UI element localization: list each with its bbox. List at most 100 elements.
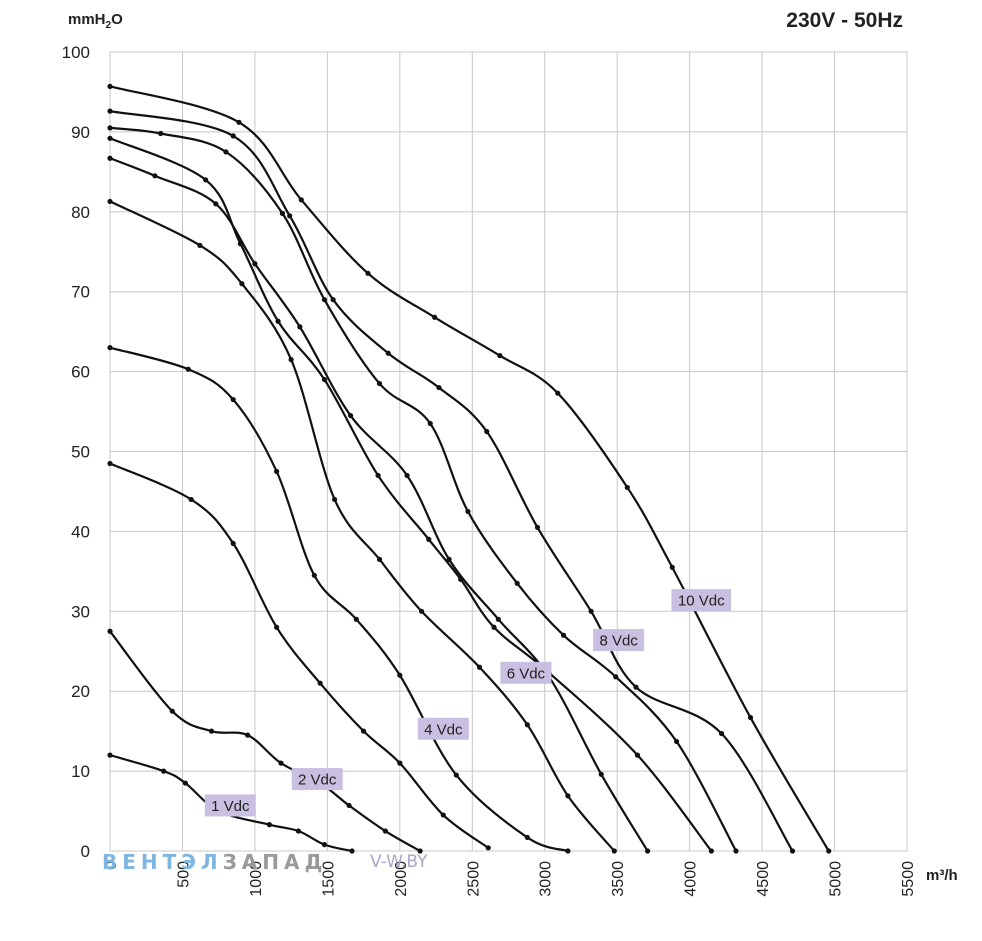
data-point	[524, 834, 530, 841]
data-point	[158, 130, 164, 137]
series-line-8	[109, 126, 737, 852]
data-point	[476, 664, 483, 670]
data-point	[484, 428, 490, 435]
y-tick-label: 100	[62, 43, 90, 62]
data-point	[274, 624, 280, 630]
data-point	[514, 580, 520, 586]
axes: 0 500 1000 1500 2000 2500 3000 3500 4000 4500 5000…	[62, 43, 917, 897]
data-point	[203, 177, 209, 183]
data-point	[169, 708, 175, 714]
data-point	[346, 802, 352, 809]
data-point	[266, 822, 272, 828]
data-point	[598, 771, 604, 777]
data-point	[107, 135, 113, 141]
series-label: 2 Vdc	[298, 772, 337, 789]
data-point	[252, 261, 258, 267]
series-line-9	[109, 110, 794, 852]
x-axis-label: m³/h	[926, 867, 958, 884]
y-tick-label: 70	[71, 283, 90, 302]
data-point	[565, 793, 571, 799]
x-tick-label: 3000	[538, 861, 555, 897]
data-point	[613, 674, 619, 680]
data-point	[634, 752, 641, 758]
data-point	[298, 197, 304, 203]
data-point	[245, 732, 251, 738]
series-labels: 1 Vdc 2 Vdc 4 Vdc 6 Vdc 8 Vdc 10 Vdc	[204, 589, 732, 817]
y-tick-label: 30	[71, 602, 90, 621]
data-point	[446, 556, 452, 562]
data-point	[376, 380, 383, 387]
data-point	[497, 353, 503, 359]
y-tick-label: 80	[71, 203, 90, 222]
series-line-4	[109, 346, 569, 853]
series-label-box	[204, 794, 256, 817]
data-point	[230, 540, 236, 546]
data-point	[417, 848, 423, 854]
data-point	[321, 376, 328, 383]
y-axis-label: mmH2O	[68, 11, 123, 31]
series-line-6	[109, 157, 649, 852]
series-label-box	[291, 768, 343, 791]
y-tick-label: 90	[71, 123, 90, 142]
data-point	[223, 149, 229, 155]
x-tick-label: 2500	[465, 861, 482, 897]
data-point	[107, 460, 113, 467]
x-tick-label: 4500	[755, 861, 772, 897]
chart-title: 230V - 50Hz	[786, 9, 903, 32]
series-label: 10 Vdc	[678, 593, 725, 610]
data-point	[633, 684, 639, 690]
data-point	[107, 125, 113, 131]
data-point	[375, 472, 381, 479]
x-tick-label: 4000	[683, 861, 700, 897]
data-point	[295, 828, 301, 834]
data-point	[107, 155, 113, 161]
watermark-site: V-W.BY	[370, 852, 428, 872]
data-point	[555, 390, 561, 396]
data-point	[708, 848, 714, 854]
data-point	[332, 496, 338, 503]
series-group	[107, 83, 832, 854]
data-point	[330, 297, 336, 303]
data-point	[185, 366, 191, 372]
data-point	[349, 848, 355, 854]
data-point	[274, 468, 280, 475]
data-point	[353, 616, 359, 622]
data-point	[107, 752, 113, 758]
series-line-5	[109, 200, 616, 852]
data-point	[239, 281, 245, 287]
data-point	[208, 728, 215, 734]
data-point	[161, 768, 167, 774]
series-line-10	[109, 85, 830, 852]
data-point	[152, 173, 158, 179]
data-point	[275, 318, 281, 324]
data-point	[376, 556, 383, 562]
data-point	[565, 848, 571, 854]
data-point	[495, 616, 501, 622]
x-tick-label: 1000	[248, 861, 265, 897]
watermark-logo: ВЕНТЭЛЗАПАД	[102, 850, 327, 874]
x-tick-label: 2000	[393, 861, 410, 897]
x-tick-label: 5000	[828, 861, 845, 897]
series-label-box	[417, 717, 469, 740]
data-point	[385, 350, 391, 356]
data-point	[453, 772, 459, 778]
y-tick-label: 40	[71, 522, 90, 541]
data-point	[426, 536, 432, 542]
data-point	[524, 722, 530, 728]
series-label: 4 Vdc	[424, 721, 463, 738]
data-point	[826, 848, 832, 854]
data-point	[311, 572, 317, 578]
data-point	[465, 508, 471, 515]
data-point	[107, 108, 113, 114]
x-tick-label: 0	[103, 861, 120, 870]
data-point	[397, 672, 403, 678]
data-point	[317, 680, 323, 686]
data-point	[297, 324, 303, 330]
data-point	[230, 396, 236, 403]
data-point	[718, 730, 725, 737]
data-point	[107, 628, 113, 634]
data-point	[107, 198, 113, 205]
plot-frame	[109, 51, 908, 852]
data-point	[645, 848, 651, 854]
data-point	[107, 345, 113, 351]
